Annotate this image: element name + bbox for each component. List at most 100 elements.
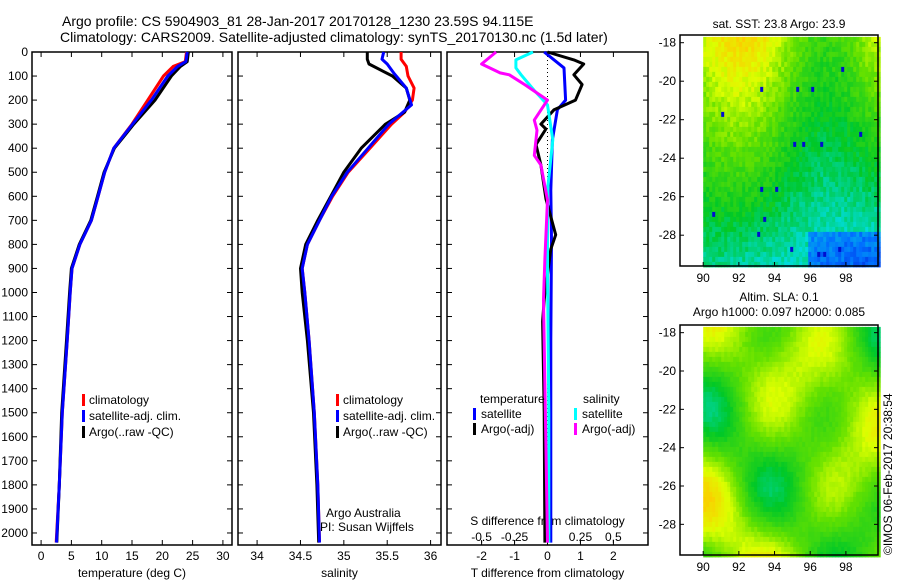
- map-cell: [745, 346, 749, 353]
- map-cell: [808, 121, 812, 128]
- map-cell: [742, 151, 746, 158]
- map-cell: [856, 246, 860, 253]
- map-cell: [814, 111, 818, 118]
- map-cell: [856, 231, 860, 238]
- y-tick-label: 1800: [1, 478, 28, 492]
- y-tick-label: 1300: [1, 358, 28, 372]
- map-cell: [823, 111, 827, 118]
- map-cell: [793, 461, 797, 468]
- map-cell: [871, 411, 875, 418]
- map-cell: [709, 121, 713, 128]
- map-cell: [772, 371, 776, 378]
- map-cell: [871, 226, 875, 233]
- map-cell: [808, 476, 812, 483]
- map-cell: [796, 481, 800, 488]
- map-cell: [733, 56, 737, 63]
- map-cell: [850, 166, 854, 173]
- map-cell: [862, 41, 866, 48]
- map-cell: [856, 56, 860, 63]
- map-cell: [727, 86, 731, 93]
- map-cell: [745, 356, 749, 363]
- map-cell: [760, 411, 764, 418]
- profile-panel-2: 34 34.5 35 35.5 36salinityclimatologysatelli…: [237, 51, 442, 580]
- map-cell: [742, 331, 746, 338]
- map-cell: [763, 231, 767, 238]
- map-cell: [802, 431, 806, 438]
- map-cell: [835, 476, 839, 483]
- map-cell: [832, 56, 836, 63]
- map-cell: [832, 251, 836, 258]
- map-cell: [703, 361, 707, 368]
- map-cell: [814, 386, 818, 393]
- map-cell: [751, 361, 755, 368]
- map-cell: [868, 56, 872, 63]
- map-cell: [724, 76, 728, 83]
- map-cell: [784, 401, 788, 408]
- map-cell: [745, 81, 749, 88]
- map-cell: [754, 446, 758, 453]
- map-cell: [823, 186, 827, 193]
- map-cell: [727, 231, 731, 238]
- map-cell: [772, 441, 776, 448]
- map-cell: [715, 221, 719, 228]
- map-cell: [808, 166, 812, 173]
- map-cell: [808, 461, 812, 468]
- map-cell: [868, 186, 872, 193]
- map-cell: [778, 86, 782, 93]
- map-cell: [748, 216, 752, 223]
- map-cell: [724, 241, 728, 248]
- map-cell: [757, 171, 761, 178]
- map-cell: [844, 51, 848, 58]
- map-cell: [733, 191, 737, 198]
- map-cell: [781, 411, 785, 418]
- map-cell: [877, 421, 881, 428]
- map-cell: [799, 426, 803, 433]
- map-cell: [724, 201, 728, 208]
- map-cell: [835, 121, 839, 128]
- map-cell: [727, 211, 731, 218]
- map-cell: [871, 251, 875, 258]
- map-cell: [838, 81, 842, 88]
- map-cell: [748, 161, 752, 168]
- map-cell: [730, 151, 734, 158]
- map-cell: [763, 81, 767, 88]
- map-cell: [727, 251, 731, 258]
- map-cell: [838, 56, 842, 63]
- map-cell: [709, 191, 713, 198]
- map-cell: [769, 46, 773, 53]
- map-cell: [814, 356, 818, 363]
- map-cell: [796, 216, 800, 223]
- map-cell: [802, 356, 806, 363]
- map-cell: [829, 456, 833, 463]
- map-cell: [868, 46, 872, 53]
- map-cell: [832, 386, 836, 393]
- map-cell: [766, 186, 770, 193]
- map-cell: [820, 151, 824, 158]
- map-cell: [709, 421, 713, 428]
- map-cell: [868, 61, 872, 68]
- map-cell: [727, 246, 731, 253]
- map-cell: [703, 141, 707, 148]
- map-cell: [841, 381, 845, 388]
- map-cell: [727, 241, 731, 248]
- map-cell: [811, 191, 815, 198]
- map-cell: [766, 116, 770, 123]
- map-cell: [787, 136, 791, 143]
- map-cell: [853, 381, 857, 388]
- map-cell: [736, 411, 740, 418]
- map-cell: [724, 101, 728, 108]
- map-cell: [850, 126, 854, 133]
- map-cell: [715, 211, 719, 218]
- map-cell: [862, 191, 866, 198]
- map-cell: [751, 51, 755, 58]
- map-cell: [877, 176, 881, 183]
- map-cell: [808, 351, 812, 358]
- map-cell: [727, 81, 731, 88]
- map-cell: [811, 221, 815, 228]
- map-cell: [793, 356, 797, 363]
- map-cell: [763, 166, 767, 173]
- map-cell: [754, 206, 758, 213]
- map-cell: [847, 56, 851, 63]
- map-cell: [745, 71, 749, 78]
- map-cell: [829, 426, 833, 433]
